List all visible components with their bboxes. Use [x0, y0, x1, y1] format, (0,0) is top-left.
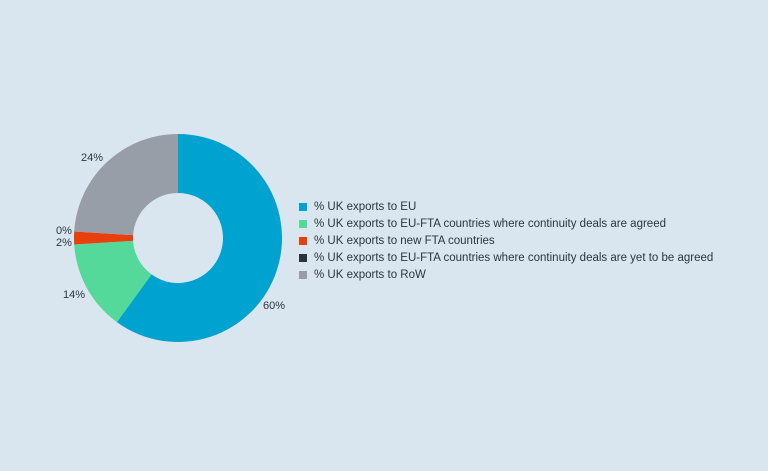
data-label-uk-exports-to-eu-fta-countries-where-continuity-deals-are-agreed: 14%: [63, 289, 85, 301]
chart-legend: % UK exports to EU % UK exports to EU-FTA…: [299, 198, 713, 283]
legend-label: % UK exports to new FTA countries: [314, 234, 495, 247]
legend-item: % UK exports to EU-FTA countries where c…: [299, 249, 713, 266]
legend-item: % UK exports to RoW: [299, 266, 713, 283]
data-label-uk-exports-to-eu: 60%: [263, 300, 285, 312]
legend-label: % UK exports to EU-FTA countries where c…: [314, 217, 666, 230]
legend-swatch: [299, 219, 307, 228]
legend-item: % UK exports to new FTA countries: [299, 232, 713, 249]
data-label-uk-exports-to-row: 24%: [81, 152, 103, 164]
legend-label: % UK exports to EU-FTA countries where c…: [314, 251, 714, 264]
legend-swatch: [299, 253, 307, 262]
legend-swatch: [299, 270, 307, 279]
data-label-uk-exports-to-eu-fta-countries-where-continuity-deals-are-yet-to-be-agreed: 0%: [56, 225, 72, 237]
data-label-uk-exports-to-new-fta-countries: 2%: [56, 237, 72, 249]
slice-uk-exports-to-row: [74, 134, 178, 236]
legend-label: % UK exports to RoW: [314, 268, 426, 281]
slice-uk-exports-to-eu: [116, 134, 282, 342]
legend-item: % UK exports to EU: [299, 198, 713, 215]
slice-uk-exports-to-new-fta-countries: [74, 231, 134, 245]
legend-swatch: [299, 236, 307, 245]
legend-label: % UK exports to EU: [314, 200, 417, 213]
slice-uk-exports-to-eu-fta-countries-where-continuity-deals-are-agreed: [74, 240, 152, 323]
legend-item: % UK exports to EU-FTA countries where c…: [299, 215, 713, 232]
legend-swatch: [299, 202, 307, 211]
